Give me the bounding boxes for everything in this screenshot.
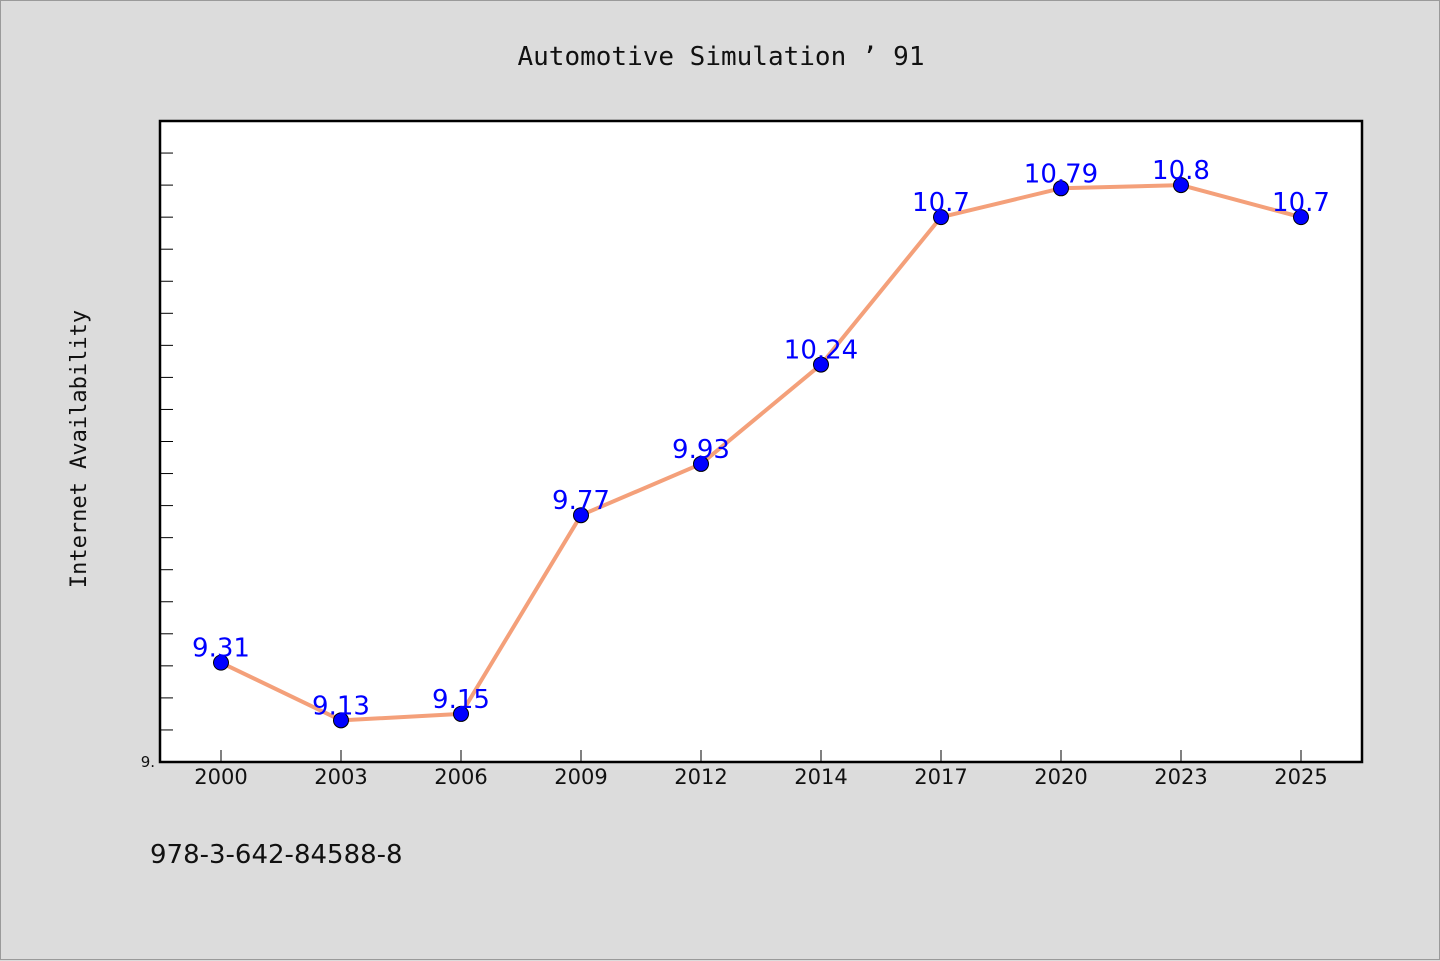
data-markers — [213, 177, 1309, 729]
data-labels: 9.31 9.13 9.15 9.77 9.93 10.24 10.7 10.79 10.8 10… — [192, 156, 1330, 721]
y-axis-label: Internet Availability — [67, 310, 92, 588]
plot-area — [158, 119, 1364, 764]
data-label: 10.7 — [1272, 188, 1330, 218]
data-label: 9.77 — [552, 486, 610, 516]
data-point — [933, 209, 949, 226]
x-tick-label: 2025 — [1274, 765, 1327, 789]
data-point — [693, 455, 709, 472]
x-tick-label: 2000 — [194, 765, 247, 789]
data-label: 9.15 — [432, 685, 490, 715]
data-point — [213, 654, 229, 671]
x-axis-ticks: 2000 2003 2006 2009 2012 2014 2017 2020 2023 2025 — [194, 750, 1328, 789]
x-tick-label: 2003 — [314, 765, 367, 789]
data-label: 10.79 — [1024, 159, 1098, 189]
data-label: 10.7 — [912, 188, 970, 218]
series-line — [219, 183, 1303, 723]
footer-isbn: 978-3-642-84588-8 — [150, 840, 403, 870]
data-point — [573, 507, 589, 524]
x-tick-label: 2014 — [794, 765, 847, 789]
data-label: 10.8 — [1152, 156, 1210, 186]
x-tick-label: 2012 — [674, 765, 727, 789]
chart-title: Automotive Simulation ’ 91 — [518, 42, 925, 72]
x-tick-label: 2023 — [1154, 765, 1207, 789]
data-label: 10.24 — [784, 336, 858, 366]
x-tick-label: 2009 — [554, 765, 607, 789]
data-point — [1053, 180, 1069, 197]
data-point — [333, 712, 349, 729]
data-point — [1293, 209, 1309, 226]
y-tick-label: 9. — [141, 753, 155, 771]
y-axis-ticks — [160, 152, 173, 731]
data-label: 9.13 — [312, 691, 370, 721]
x-tick-label: 2006 — [434, 765, 487, 789]
data-label: 9.93 — [672, 435, 730, 465]
x-tick-label: 2020 — [1034, 765, 1087, 789]
data-point — [453, 705, 469, 722]
x-tick-label: 2017 — [914, 765, 967, 789]
data-point — [1173, 177, 1189, 194]
data-point — [813, 356, 829, 373]
data-label: 9.31 — [192, 634, 250, 664]
